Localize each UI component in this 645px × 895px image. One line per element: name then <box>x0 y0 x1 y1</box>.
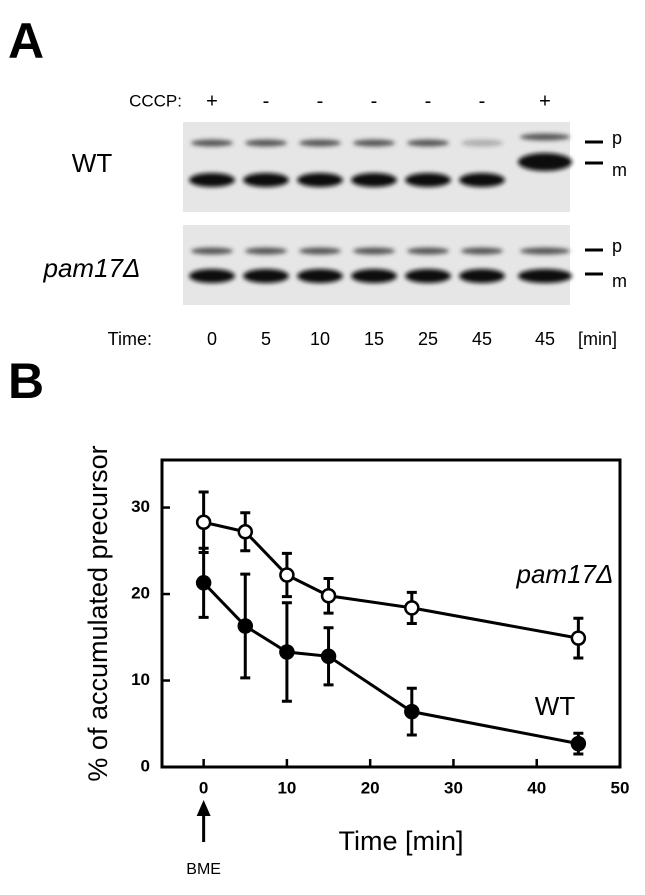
gel <box>183 225 570 305</box>
x-axis-label: Time [min] <box>338 826 463 856</box>
band-p <box>353 247 395 255</box>
cccp-sign: - <box>317 90 324 112</box>
cccp-sign: - <box>425 90 432 112</box>
data-point <box>570 630 587 646</box>
data-point <box>237 618 254 634</box>
band-p <box>191 247 233 255</box>
time-value: 25 <box>418 329 438 349</box>
band-m <box>297 269 343 283</box>
time-value: 45 <box>472 329 492 349</box>
panel-label: B <box>8 353 44 409</box>
data-point <box>320 648 337 665</box>
data-point <box>279 567 295 583</box>
x-tick-label: 10 <box>277 778 296 797</box>
time-value: 5 <box>261 329 271 349</box>
x-tick-label: 0 <box>199 778 208 797</box>
y-tick-label: 20 <box>131 584 150 603</box>
band-p <box>520 133 570 141</box>
panel-label: A <box>8 13 44 69</box>
band-m <box>351 269 397 283</box>
band-p <box>353 139 395 147</box>
cccp-sign: - <box>371 90 378 112</box>
band-p <box>299 139 341 147</box>
band-m <box>297 173 343 187</box>
band-p <box>245 247 287 255</box>
band-p <box>407 247 449 255</box>
data-point <box>404 703 420 720</box>
plot-frame <box>160 458 622 769</box>
cccp-sign: - <box>479 90 486 112</box>
band-p <box>461 247 503 255</box>
band-m <box>351 173 397 187</box>
band-label: p <box>612 128 622 148</box>
series-label: WT <box>535 691 576 721</box>
band-m <box>243 269 289 283</box>
band-m <box>243 173 289 187</box>
band-m <box>459 173 505 187</box>
data-point <box>195 575 212 591</box>
row-label: WT <box>72 148 113 178</box>
cccp-sign: + <box>539 90 551 112</box>
cccp-sign: + <box>206 90 218 112</box>
band-p <box>245 139 287 147</box>
series-line <box>202 581 579 746</box>
time-value: 10 <box>310 329 330 349</box>
x-tick-label: 50 <box>611 778 630 797</box>
y-axis-label: % of accumulated precursor <box>83 445 113 781</box>
cccp-sign: - <box>263 90 270 112</box>
row-label: pam17Δ <box>43 253 141 283</box>
time-label: Time: <box>108 329 152 349</box>
gel-bands <box>189 133 572 283</box>
annotation: BME <box>186 861 221 878</box>
series-label: pam17Δ <box>516 559 614 589</box>
time-value: 0 <box>207 329 217 349</box>
band-m <box>518 269 572 283</box>
band-label: m <box>612 271 627 291</box>
band-p <box>191 139 233 147</box>
band-p <box>461 139 503 147</box>
band-label: p <box>612 236 622 256</box>
y-tick-label: 0 <box>141 756 150 775</box>
cccp-label: CCCP: <box>129 91 182 110</box>
band-m <box>189 173 235 187</box>
data-point <box>404 600 420 616</box>
x-tick-label: 40 <box>527 778 546 797</box>
band-m <box>459 269 505 283</box>
band-label: m <box>612 160 627 180</box>
data-point <box>320 588 337 604</box>
x-tick-label: 30 <box>444 778 463 797</box>
x-tick-label: 20 <box>361 778 380 797</box>
band-m <box>405 269 451 283</box>
arrow-head <box>196 800 211 816</box>
gel <box>183 122 570 212</box>
band-m <box>518 153 572 171</box>
y-tick-label: 30 <box>131 497 150 516</box>
data-point <box>237 524 254 540</box>
band-m <box>405 173 451 187</box>
time-unit: [min] <box>578 329 617 349</box>
band-p <box>520 247 570 255</box>
band-p <box>299 247 341 255</box>
data-point <box>570 735 587 752</box>
band-m <box>189 269 235 283</box>
data-point <box>195 514 212 531</box>
y-tick-label: 10 <box>131 670 150 689</box>
band-p <box>407 139 449 147</box>
data-point <box>279 644 295 660</box>
time-value: 45 <box>535 329 555 349</box>
time-value: 15 <box>364 329 384 349</box>
